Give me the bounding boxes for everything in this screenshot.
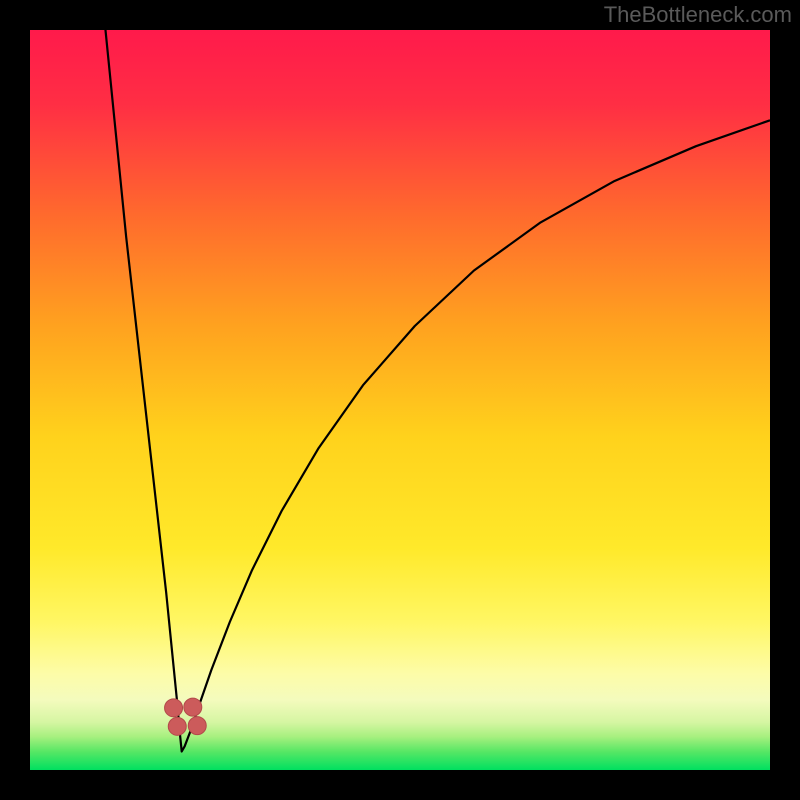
highlight-marker	[165, 699, 183, 717]
highlight-marker	[168, 717, 186, 735]
chart-container: TheBottleneck.com	[0, 0, 800, 800]
bottleneck-curve-chart	[30, 30, 770, 770]
highlight-marker	[184, 698, 202, 716]
plot-area	[30, 30, 770, 770]
gradient-background	[30, 30, 770, 770]
watermark-label: TheBottleneck.com	[604, 2, 792, 28]
highlight-marker	[188, 717, 206, 735]
